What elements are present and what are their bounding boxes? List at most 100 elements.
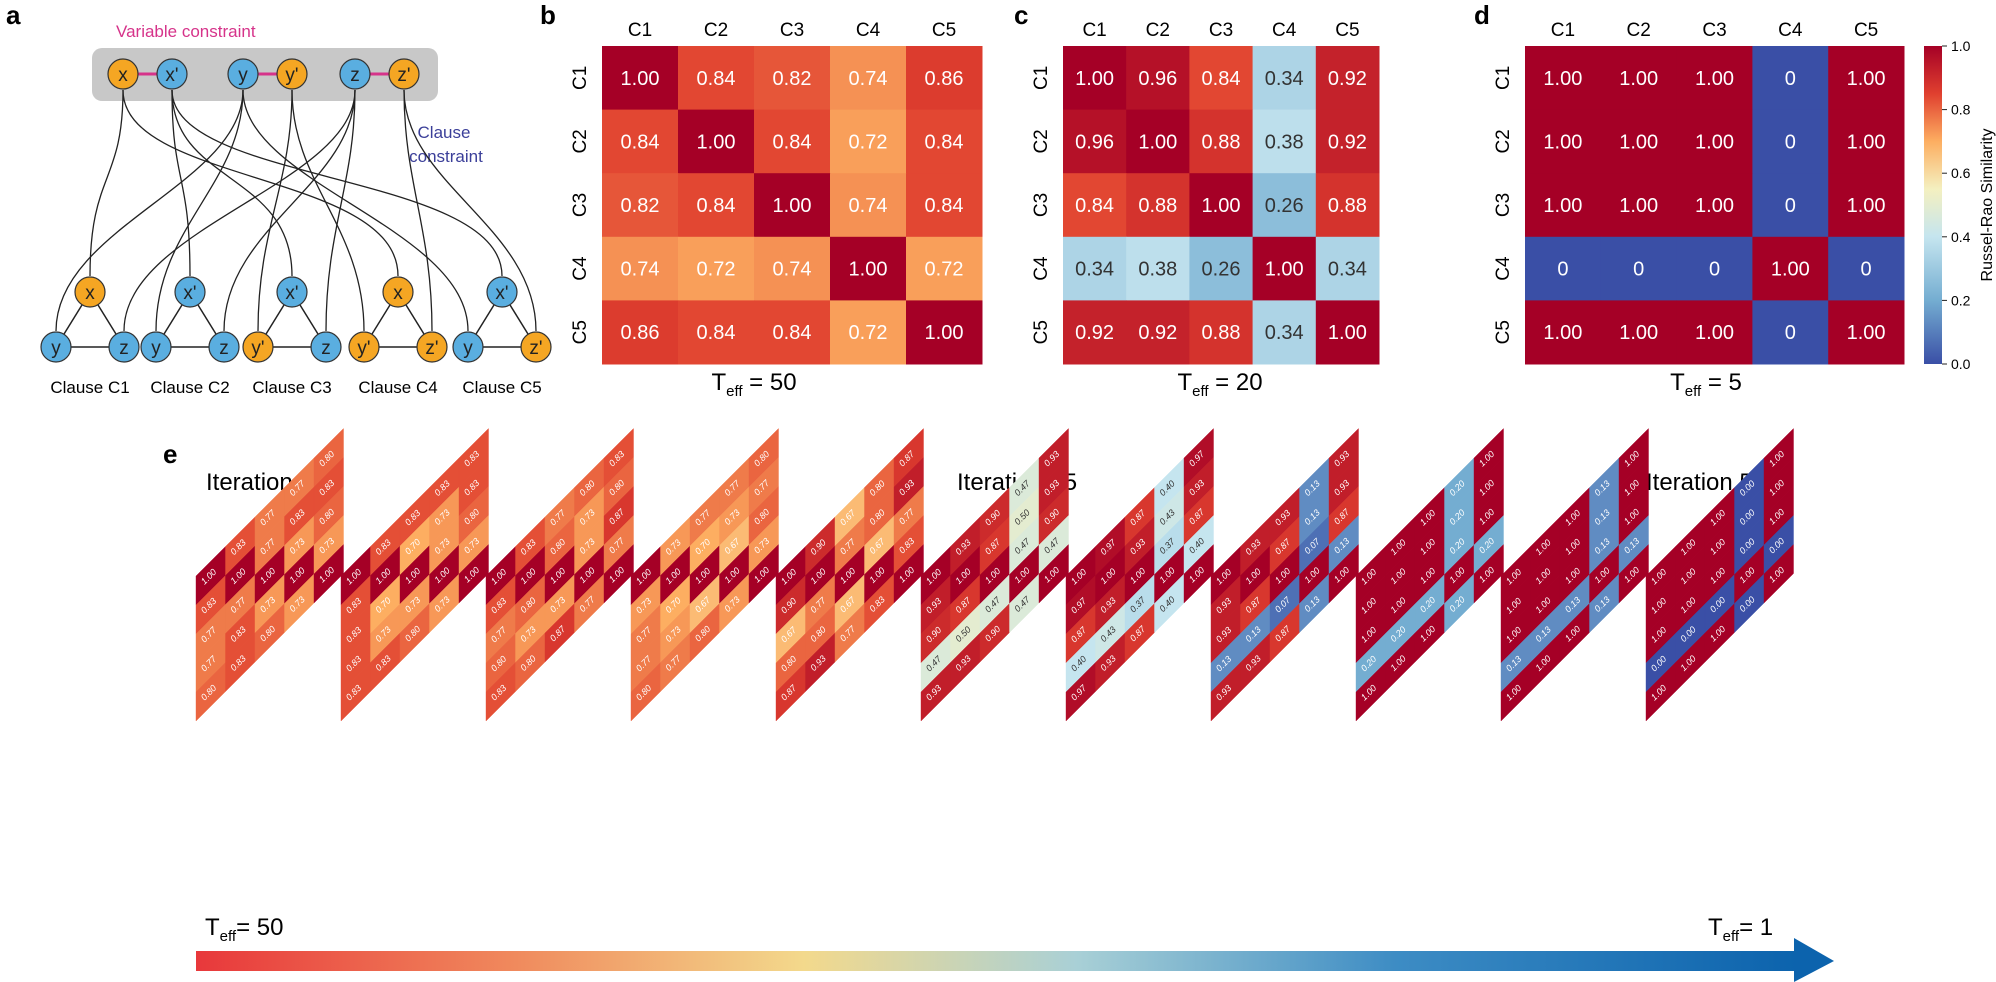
temperature-gradient-arrowhead <box>1794 938 1834 982</box>
heatmap-d-value: 0 <box>1785 68 1796 90</box>
heatmap-d-cell <box>1828 300 1905 365</box>
heatmap-b-cell <box>602 173 679 238</box>
heatmap-d-value: 1.00 <box>1543 195 1582 217</box>
variable-node-label: y <box>463 338 473 359</box>
heatmap-b-ytick: C4 <box>570 256 591 281</box>
variable-node-label: z' <box>397 65 410 86</box>
clause-label: Clause C1 <box>50 378 129 397</box>
variable-node <box>382 276 414 308</box>
heatmap-c-value: 0.88 <box>1328 195 1367 217</box>
heatmap-b-value: 0.84 <box>925 195 964 217</box>
heatmap-d-cell <box>1600 300 1678 365</box>
clause-constraint-label-line1: Clause <box>418 123 471 142</box>
heatmap-b-cell <box>602 46 679 111</box>
heatmap-c-xtick: C3 <box>1209 20 1233 41</box>
variable-node-label: z' <box>529 338 542 359</box>
heatmap-d-value: 1.00 <box>1771 259 1810 281</box>
heatmap-c-ytick: C4 <box>1031 256 1052 281</box>
heatmap-d-cell <box>1676 109 1753 174</box>
heatmap-c-value: 1.00 <box>1075 68 1114 90</box>
heatmap-b-xtick: C1 <box>628 20 652 41</box>
frame-cell <box>313 544 344 604</box>
heatmap-d-value: 0 <box>1785 195 1796 217</box>
heatmap-b-value: 0.74 <box>773 259 812 281</box>
panel-letter-d: d <box>1474 0 1490 30</box>
heatmap-b-value: 0.72 <box>849 131 888 153</box>
clause-label: Clause C4 <box>358 378 437 397</box>
iteration-frame: 1.000.730.770.770.800.731.000.700.730.77… <box>630 428 779 722</box>
heatmap-d-cell <box>1600 173 1678 238</box>
clause-constraint-edge <box>403 89 433 332</box>
variable-node-label: y <box>51 338 61 359</box>
heatmap-d-ytick: C3 <box>1493 193 1514 217</box>
colorbar-tick-label: 0.0 <box>1951 356 1971 372</box>
heatmap-d-value: 1.00 <box>1619 68 1658 90</box>
variable-node <box>276 276 308 308</box>
heatmap-b-xtick: C5 <box>932 20 956 41</box>
heatmap-b-ytick: C3 <box>570 193 591 217</box>
heatmap-b-value: 0.74 <box>621 259 660 281</box>
heatmap-d-value: 1.00 <box>1543 68 1582 90</box>
heatmap-c-value: 0.26 <box>1202 259 1241 281</box>
heatmap-d-cell <box>1600 46 1678 111</box>
heatmap-b-cell <box>678 300 755 365</box>
colorbar-tick-label: 1.0 <box>1951 38 1971 54</box>
variable-node-label: z <box>321 338 331 359</box>
variable-node-label: x' <box>165 65 178 86</box>
heatmap-b-cell <box>754 236 831 301</box>
clause-constraint-edge <box>171 89 191 277</box>
heatmap-c-xtick: C5 <box>1335 20 1359 41</box>
clause-constraint-edge <box>155 89 244 332</box>
heatmap-c-cell <box>1063 300 1127 365</box>
variable-node-label: z <box>219 338 229 359</box>
heatmap-c-ytick: C3 <box>1031 193 1052 217</box>
clause-constraint-edge <box>403 89 537 332</box>
heatmap-b-cell <box>830 236 907 301</box>
panel-e: e Iteration 1 Iteration 25 Iteration 50 … <box>163 428 1834 982</box>
heatmap-d-xtick: C3 <box>1702 20 1726 41</box>
heatmap-d-value: 0 <box>1557 259 1568 281</box>
heatmap-c-xtick: C4 <box>1272 20 1297 41</box>
heatmap-b-value: 0.84 <box>697 195 736 217</box>
heatmap-d-value: 0 <box>1633 259 1644 281</box>
heatmap-b-value: 1.00 <box>697 131 736 153</box>
variable-node <box>156 58 188 90</box>
heatmap-b-value: 0.86 <box>621 322 660 344</box>
heatmap-d-cell <box>1752 300 1829 365</box>
iteration-frame: 1.000.830.770.770.800.831.000.770.830.83… <box>195 428 344 722</box>
heatmap-c-value: 0.34 <box>1328 259 1367 281</box>
heatmap-d-cell <box>1676 300 1753 365</box>
heatmap-d-ytick: C5 <box>1493 320 1514 344</box>
heatmap-d-cell <box>1676 46 1753 111</box>
heatmap-b-value: 0.74 <box>849 68 888 90</box>
heatmap-b-value: 0.72 <box>849 322 888 344</box>
iteration-frame: 1.000.900.670.800.870.901.000.770.800.93… <box>775 428 924 722</box>
heatmap-b-value: 0.84 <box>925 131 964 153</box>
heatmap-d-value: 1.00 <box>1847 322 1886 344</box>
heatmap-c-value: 0.92 <box>1328 68 1367 90</box>
colorbar-label: Russel-Rao Similarity <box>1979 129 1996 282</box>
heatmap-b-ytick: C2 <box>570 129 591 153</box>
heatmap-b-value: 0.72 <box>697 259 736 281</box>
heatmap-d-value: 1.00 <box>1543 131 1582 153</box>
heatmap-c-cell <box>1189 109 1254 174</box>
heatmap-d-cell <box>1752 46 1829 111</box>
clause-constraint-edge <box>89 89 124 277</box>
variable-node <box>242 331 274 363</box>
variable-node-label: y' <box>251 338 264 359</box>
heatmap-c-value: 0.26 <box>1265 195 1304 217</box>
variable-node <box>276 58 308 90</box>
heatmap-c-grid: 1.00 0.96 0.84 0.34 0.92 0.96 1.00 0.88 0.38 0.92… <box>1031 20 1380 365</box>
variable-constraint-label: Variable constraint <box>116 22 256 41</box>
heatmap-b-value: 0.84 <box>697 322 736 344</box>
heatmap-b-xtick: C3 <box>780 20 804 41</box>
heatmap-d-xtick: C1 <box>1551 20 1575 41</box>
heatmap-d-xtick: C2 <box>1627 20 1651 41</box>
heatmap-c-cell <box>1252 300 1317 365</box>
heatmap-c-cell <box>1189 173 1254 238</box>
variable-node-label: x' <box>495 283 508 304</box>
variable-node <box>108 331 140 363</box>
clause-constraint-edge <box>257 89 293 332</box>
variable-node <box>486 276 518 308</box>
